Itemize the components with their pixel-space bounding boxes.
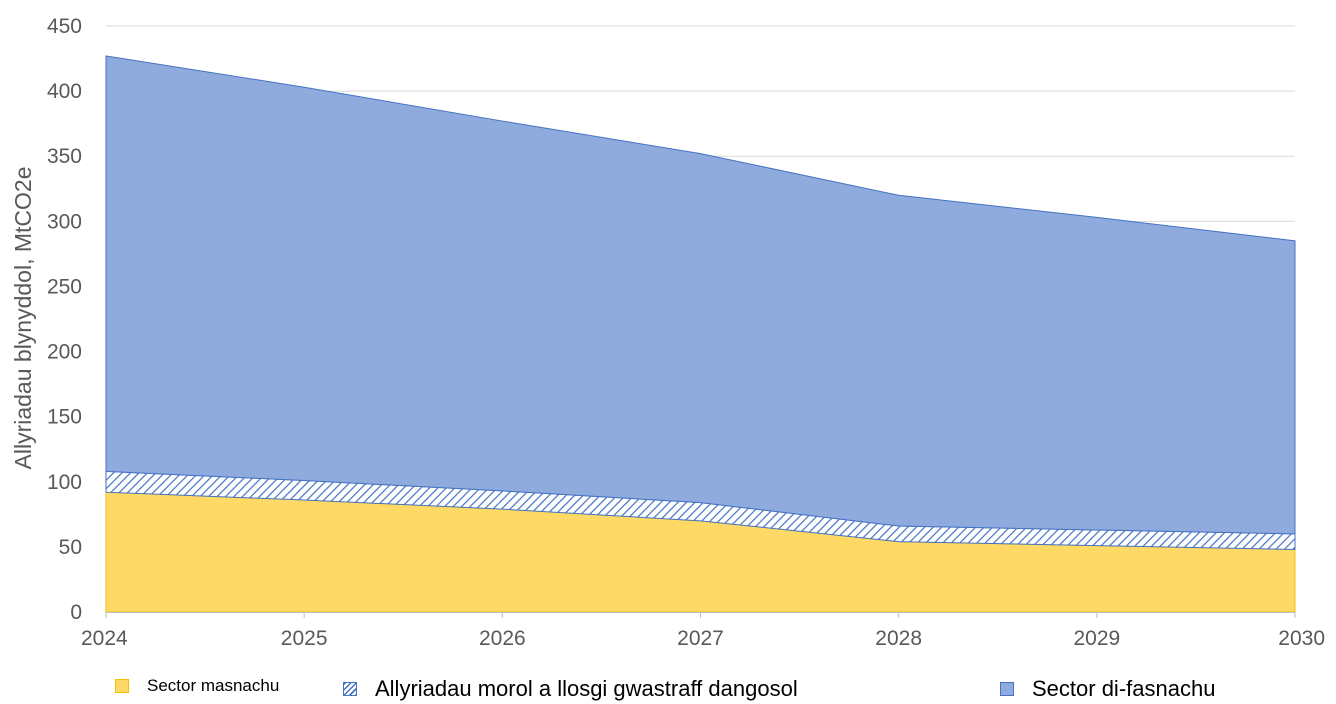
y-axis-label: Allyriadau blynyddol, MtCO2e	[10, 167, 36, 470]
y-tick-label: 450	[47, 15, 82, 38]
legend-swatch-maritime-waste	[343, 682, 357, 696]
y-tick-label: 200	[47, 341, 82, 364]
legend-item-trading-sector: Sector masnachu	[115, 676, 279, 696]
y-tick-label: 50	[59, 536, 82, 559]
legend-item-non-trading-sector: Sector di-fasnachu	[1000, 676, 1215, 702]
y-tick-label: 400	[47, 80, 82, 103]
legend-label: Sector masnachu	[147, 676, 280, 695]
x-tick-label: 2026	[479, 627, 526, 650]
x-tick-label: 2029	[1073, 627, 1120, 650]
legend-swatch-non-trading-sector	[1000, 682, 1014, 696]
y-tick-label: 250	[47, 275, 82, 298]
x-tick-label: 2024	[81, 627, 128, 650]
legend-item-maritime-waste: Allyriadau morol a llosgi gwastraff dang…	[343, 676, 798, 702]
x-tick-label: 2027	[677, 627, 724, 650]
legend-label: Allyriadau morol a llosgi gwastraff dang…	[375, 676, 798, 701]
legend-swatch-trading-sector	[115, 679, 129, 693]
legend-label: Sector di-fasnachu	[1032, 676, 1216, 701]
y-tick-label: 150	[47, 406, 82, 429]
area-non-trading-sector	[105, 55, 1296, 535]
x-tick-label: 2025	[281, 627, 328, 650]
chart-legend: Sector masnachu Allyriadau morol a llosg…	[0, 676, 1336, 702]
x-tick-label: 2028	[875, 627, 922, 650]
stacked-area-chart: 0 50 100 150 200 250 300 350 400 450 2024 2025 2026 2…	[10, 15, 1325, 650]
y-tick-label: 0	[70, 601, 82, 624]
y-tick-label: 100	[47, 471, 82, 494]
x-tick-label: 2030	[1278, 627, 1325, 650]
y-tick-label: 300	[47, 210, 82, 233]
y-tick-label: 350	[47, 145, 82, 168]
